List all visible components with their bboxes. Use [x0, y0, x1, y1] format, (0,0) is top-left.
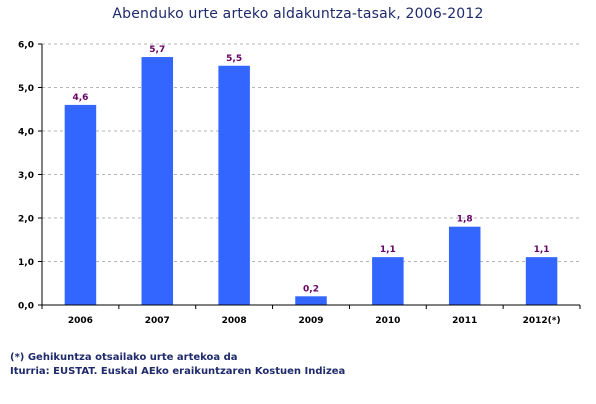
y-tick-label: 5,0: [18, 84, 34, 94]
x-tick-label: 2011: [452, 316, 477, 326]
bar: [295, 296, 327, 305]
y-tick-label: 2,0: [18, 215, 34, 225]
source-note: Iturria: EUSTAT. Euskal AEko eraikuntzar…: [10, 366, 346, 377]
value-labels: 4,6 5,7 5,5 0,2 1,1 1,8 1,1: [72, 45, 549, 294]
x-tick-labels: 2006 2007 2008 2009 2010 2011 2012(*): [68, 316, 561, 326]
chart-title: Abenduko urte arteko aldakuntza-tasak, 2…: [112, 6, 484, 22]
value-label: 0,2: [303, 284, 319, 294]
footnote: (*) Gehikuntza otsailako urte artekoa da: [10, 352, 238, 363]
value-label: 1,1: [534, 245, 550, 255]
y-tick-label: 4,0: [18, 128, 34, 138]
value-label: 1,1: [380, 245, 396, 255]
x-tick-label: 2008: [222, 316, 247, 326]
y-tick-labels: 0,0 1,0 2,0 3,0 4,0 5,0 6,0: [18, 41, 34, 312]
value-label: 5,5: [226, 54, 242, 64]
bar: [372, 257, 404, 305]
x-tick-label: 2012(*): [523, 316, 561, 326]
x-tick-label: 2007: [145, 316, 170, 326]
axes: [38, 43, 581, 309]
y-tick-label: 6,0: [18, 41, 34, 51]
bar: [64, 104, 97, 306]
bar: [218, 65, 250, 305]
x-tick-label: 2006: [68, 316, 93, 326]
x-tick-label: 2009: [298, 316, 323, 326]
y-tick-label: 0,0: [18, 302, 34, 312]
y-tick-label: 3,0: [18, 171, 34, 181]
bars: [64, 57, 558, 306]
bar: [448, 226, 481, 305]
x-tick-label: 2010: [375, 316, 400, 326]
value-label: 5,7: [149, 45, 165, 55]
gridlines: [42, 43, 580, 262]
bar: [141, 57, 174, 305]
y-tick-label: 1,0: [18, 258, 34, 268]
value-label: 4,6: [72, 93, 88, 103]
value-label: 1,8: [457, 215, 473, 225]
bar: [525, 257, 558, 305]
